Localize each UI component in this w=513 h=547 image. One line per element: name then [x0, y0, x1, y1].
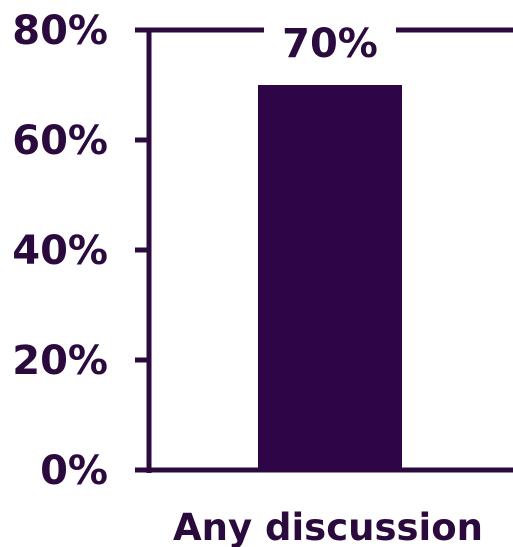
bars	[258, 85, 402, 470]
labels: 0% 20% 40% 60% 80% 70% Any discussion	[12, 8, 483, 547]
y-tick-label: 0%	[40, 448, 108, 494]
bar	[258, 85, 402, 470]
y-tick-label: 40%	[12, 228, 108, 274]
axes	[135, 27, 513, 473]
y-tick-label: 80%	[12, 8, 108, 54]
y-tick-label: 20%	[12, 338, 108, 384]
bar-data-label: 70%	[282, 21, 378, 67]
y-tick-label: 60%	[12, 118, 108, 164]
x-category-label: Any discussion	[173, 506, 483, 547]
